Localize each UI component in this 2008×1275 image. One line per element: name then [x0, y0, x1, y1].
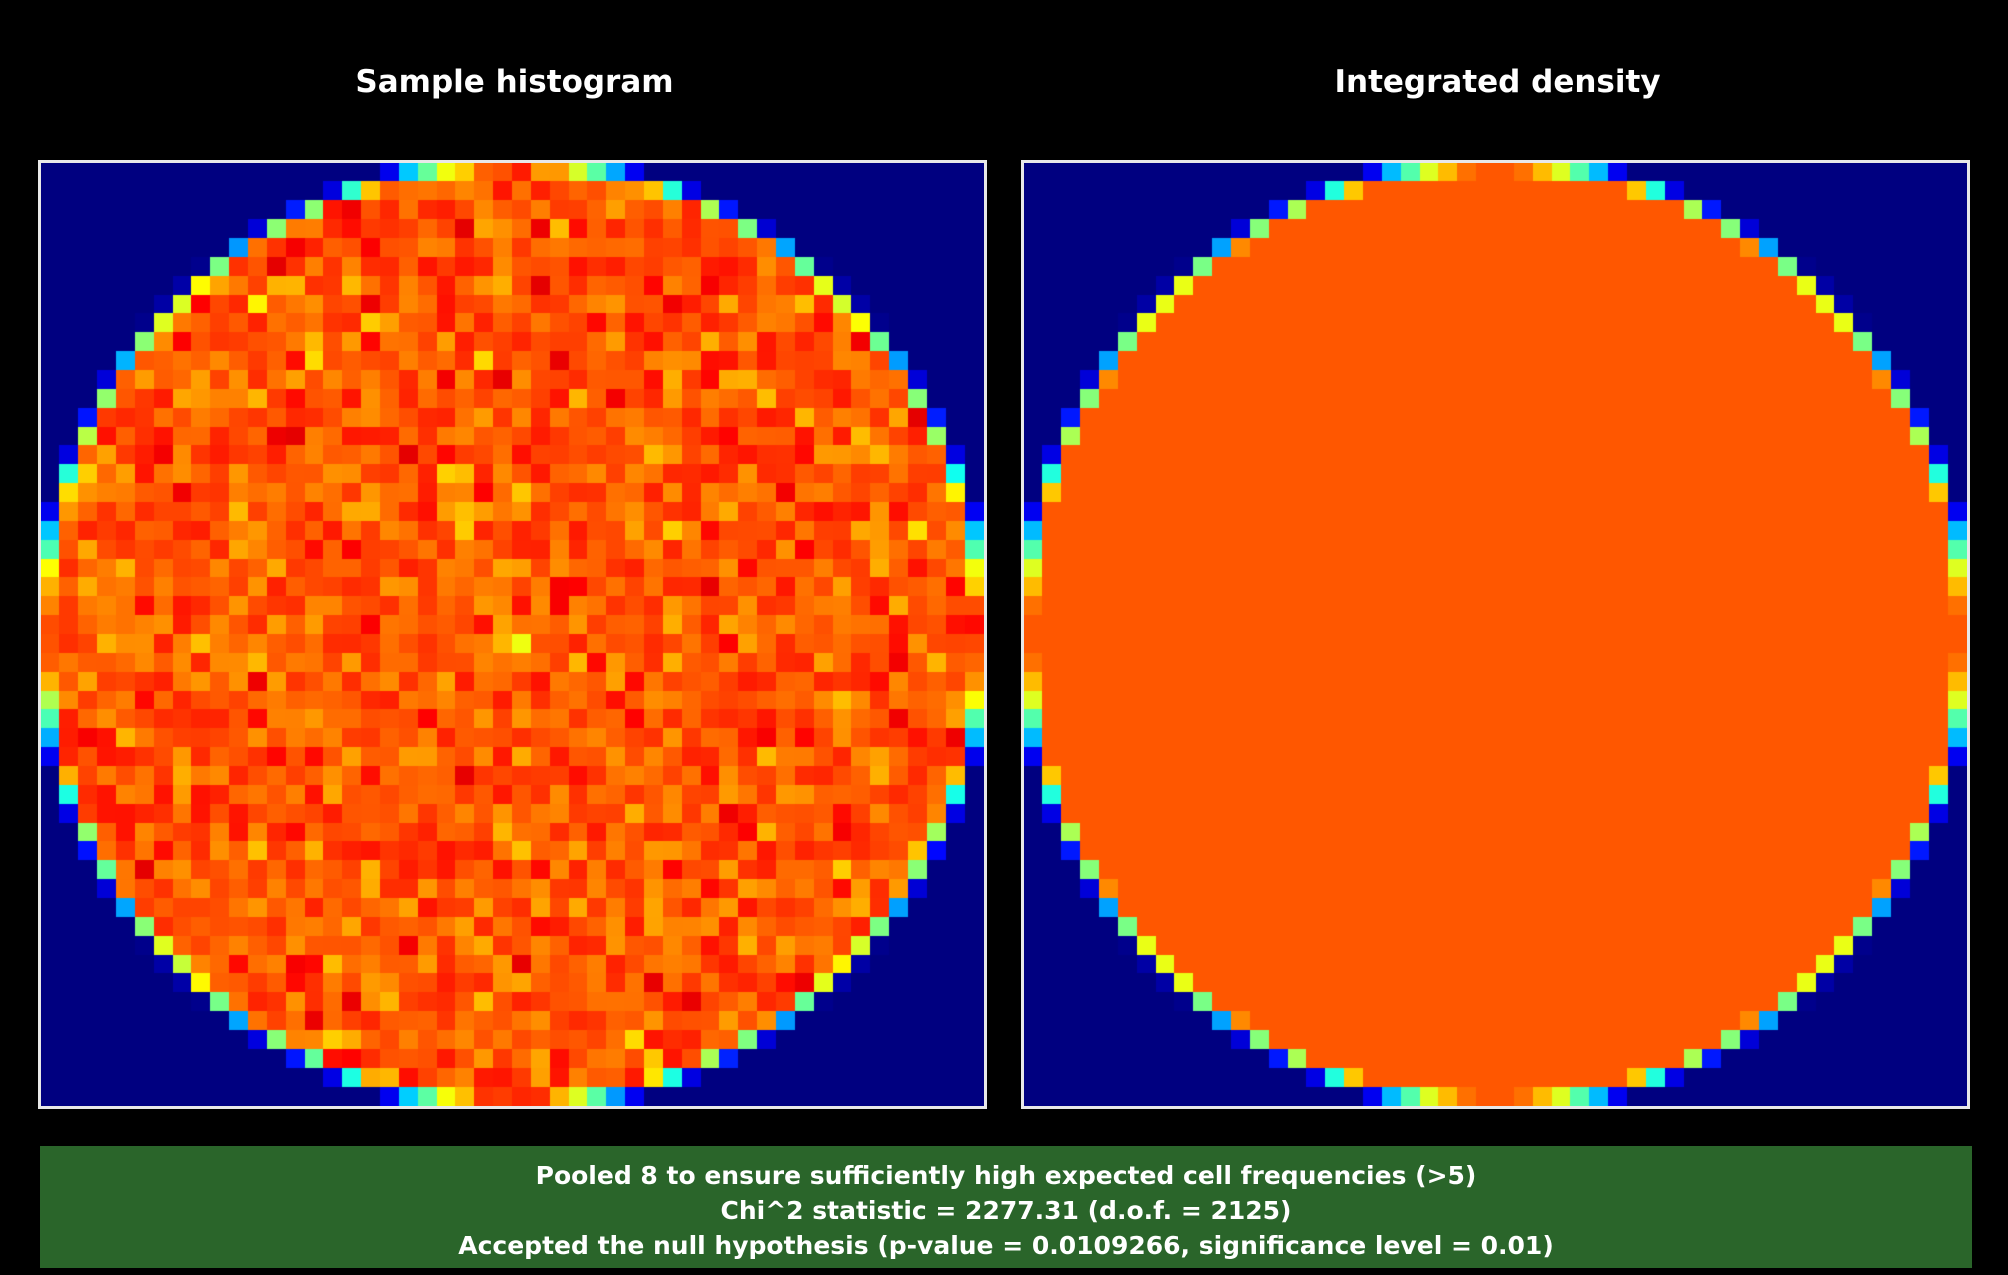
- integrated-density-plot: [1021, 160, 1970, 1109]
- sample-histogram-title: Sample histogram: [355, 64, 674, 100]
- sample-histogram-plot: [38, 160, 987, 1109]
- integrated-density-heatmap: [1024, 163, 1967, 1106]
- hypothesis-result: Accepted the null hypothesis (p-value = …: [458, 1231, 1554, 1260]
- chi-square-statistic: Chi^2 statistic = 2277.31 (d.o.f. = 2125…: [720, 1196, 1292, 1225]
- pooling-message: Pooled 8 to ensure sufficiently high exp…: [535, 1161, 1477, 1190]
- integrated-density-title: Integrated density: [1334, 64, 1661, 100]
- sample-histogram-heatmap: [41, 163, 984, 1106]
- chi-square-result-panel: Pooled 8 to ensure sufficiently high exp…: [40, 1146, 1972, 1268]
